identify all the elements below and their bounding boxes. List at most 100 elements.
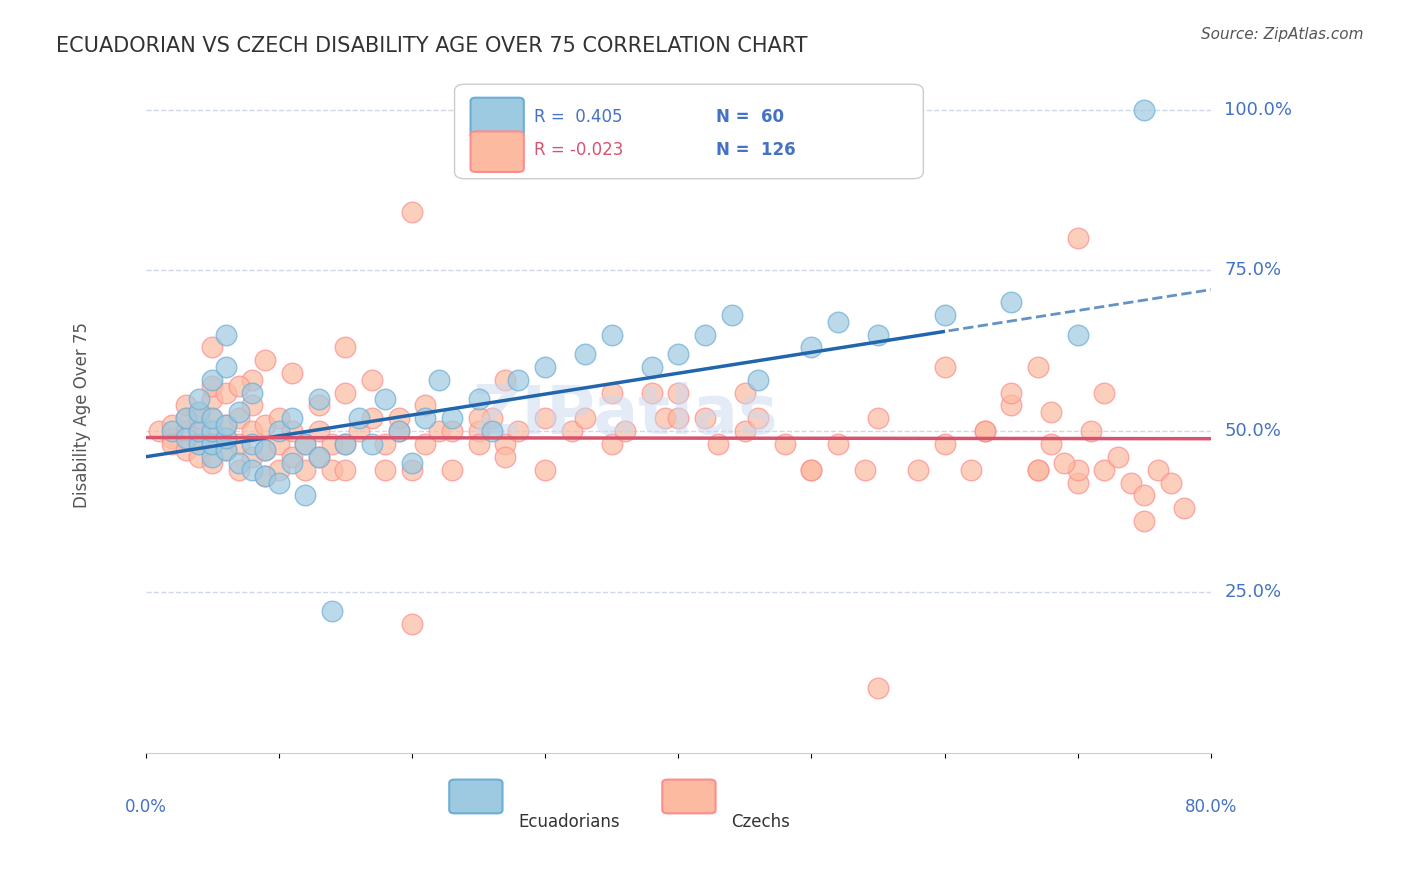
- Text: 75.0%: 75.0%: [1225, 261, 1281, 279]
- Point: [640, 359, 662, 374]
- Point: [228, 456, 250, 470]
- Point: [1067, 327, 1090, 342]
- Point: [734, 424, 756, 438]
- Point: [1067, 475, 1090, 490]
- Point: [1026, 359, 1049, 374]
- Point: [281, 424, 304, 438]
- Point: [201, 450, 224, 464]
- Point: [201, 437, 224, 451]
- Point: [1119, 475, 1142, 490]
- Point: [294, 463, 316, 477]
- Point: [427, 373, 450, 387]
- Point: [374, 392, 396, 406]
- Point: [214, 327, 236, 342]
- Point: [534, 359, 557, 374]
- Point: [1133, 103, 1156, 117]
- Point: [335, 463, 357, 477]
- Point: [734, 385, 756, 400]
- Point: [401, 456, 423, 470]
- Point: [1040, 437, 1063, 451]
- Point: [800, 463, 823, 477]
- Point: [1146, 463, 1168, 477]
- Point: [254, 469, 277, 483]
- FancyBboxPatch shape: [450, 780, 502, 814]
- Point: [162, 417, 184, 432]
- Point: [600, 327, 623, 342]
- Point: [600, 385, 623, 400]
- Point: [747, 373, 769, 387]
- Text: 25.0%: 25.0%: [1225, 582, 1281, 601]
- Point: [254, 443, 277, 458]
- Point: [1133, 514, 1156, 528]
- Point: [614, 424, 637, 438]
- Point: [214, 443, 236, 458]
- Text: ZIPatlas: ZIPatlas: [472, 382, 778, 448]
- Point: [934, 309, 956, 323]
- Point: [240, 450, 263, 464]
- Point: [187, 405, 209, 419]
- Point: [800, 341, 823, 355]
- Point: [481, 411, 503, 425]
- Point: [228, 405, 250, 419]
- Point: [174, 430, 197, 444]
- Point: [187, 437, 209, 451]
- Point: [174, 398, 197, 412]
- Point: [934, 359, 956, 374]
- Point: [254, 469, 277, 483]
- Point: [800, 463, 823, 477]
- Point: [201, 379, 224, 393]
- Text: R = -0.023: R = -0.023: [534, 141, 624, 160]
- Point: [214, 359, 236, 374]
- Point: [494, 450, 516, 464]
- Point: [201, 411, 224, 425]
- Point: [174, 411, 197, 425]
- Point: [494, 373, 516, 387]
- Point: [214, 430, 236, 444]
- Point: [228, 437, 250, 451]
- Point: [481, 424, 503, 438]
- Point: [174, 443, 197, 458]
- Point: [187, 392, 209, 406]
- Point: [866, 681, 889, 696]
- Point: [267, 463, 290, 477]
- Point: [574, 347, 596, 361]
- Point: [508, 424, 530, 438]
- FancyBboxPatch shape: [471, 98, 524, 138]
- Point: [228, 411, 250, 425]
- Point: [401, 205, 423, 219]
- FancyBboxPatch shape: [454, 84, 924, 178]
- Point: [187, 424, 209, 438]
- Text: 0.0%: 0.0%: [125, 797, 166, 815]
- Point: [934, 437, 956, 451]
- Point: [214, 443, 236, 458]
- Point: [853, 463, 876, 477]
- Point: [361, 411, 384, 425]
- Point: [666, 385, 689, 400]
- Point: [413, 437, 436, 451]
- Point: [294, 437, 316, 451]
- Text: 100.0%: 100.0%: [1225, 101, 1292, 119]
- Point: [321, 437, 343, 451]
- Point: [1000, 385, 1022, 400]
- Point: [467, 424, 489, 438]
- Point: [693, 411, 716, 425]
- Point: [174, 424, 197, 438]
- Point: [707, 437, 730, 451]
- Point: [1067, 463, 1090, 477]
- Point: [267, 411, 290, 425]
- Point: [254, 443, 277, 458]
- Point: [1026, 463, 1049, 477]
- Point: [254, 417, 277, 432]
- Text: 50.0%: 50.0%: [1225, 422, 1281, 440]
- Point: [148, 424, 170, 438]
- Text: Ecuadorians: Ecuadorians: [519, 814, 620, 831]
- Point: [201, 411, 224, 425]
- Point: [1026, 463, 1049, 477]
- Point: [654, 411, 676, 425]
- Point: [267, 475, 290, 490]
- Point: [187, 405, 209, 419]
- Point: [294, 488, 316, 502]
- FancyBboxPatch shape: [471, 131, 524, 172]
- Point: [201, 424, 224, 438]
- Point: [827, 315, 849, 329]
